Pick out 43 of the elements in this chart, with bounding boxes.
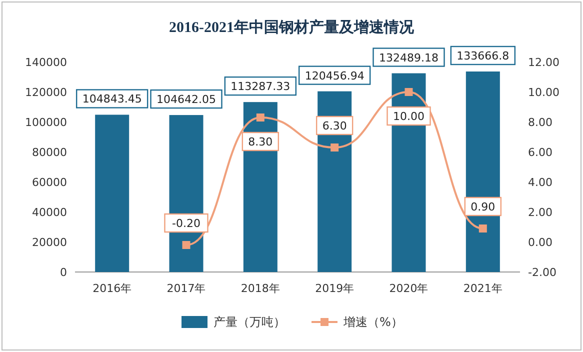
data-label: 0.90	[470, 200, 496, 214]
data-label: 104642.05	[156, 93, 216, 106]
data-label: -0.20	[172, 217, 200, 230]
x-tick-label: 2020年	[389, 282, 428, 295]
y2-tick-label: 8.00	[528, 116, 552, 129]
chart-title: 2016-2021年中国钢材产量及增速情况	[169, 19, 415, 36]
data-label: 10.00	[393, 110, 424, 123]
data-label: 113287.33	[230, 80, 290, 94]
legend-label: 产量（万吨）	[214, 315, 286, 329]
x-tick-label: 2021年	[463, 282, 502, 295]
y-tick-label: 60000	[32, 176, 67, 189]
y-tick-label: 20000	[32, 236, 67, 249]
point	[182, 241, 190, 249]
y-tick-label: 80000	[32, 146, 67, 159]
point	[256, 114, 264, 122]
bar	[466, 72, 500, 272]
y-tick-label: 120000	[25, 86, 67, 99]
x-tick-label: 2016年	[92, 282, 132, 295]
data-label: 133666.8	[456, 50, 510, 62]
y2-tick-label: 2.00	[528, 206, 552, 219]
y2-tick-label: 6.00	[528, 146, 552, 159]
y-tick-label: 100000	[25, 116, 67, 129]
y2-tick-label: 12.00	[528, 56, 560, 69]
y2-tick-label: 0.00	[528, 236, 552, 249]
data-label: 132489.18	[379, 51, 438, 64]
data-label: 8.30	[248, 136, 273, 148]
y-tick-label: 140000	[25, 56, 67, 69]
point	[330, 144, 339, 152]
point	[478, 224, 487, 232]
x-tick-label: 2017年	[166, 282, 206, 295]
y-tick-label: 0	[60, 266, 67, 279]
data-label: 6.30	[322, 120, 347, 132]
y2-tick-label: 4.00	[528, 176, 552, 189]
y2-tick-label: 10.00	[528, 86, 560, 99]
legend-label: 增速（%）	[342, 315, 403, 329]
data-label: 120456.94	[304, 69, 364, 82]
data-label: 104843.45	[82, 92, 142, 106]
y2-tick-label: -2.00	[528, 266, 556, 279]
x-tick-label: 2019年	[315, 282, 354, 295]
y-tick-label: 40000	[32, 206, 67, 219]
point	[404, 88, 413, 96]
x-tick-label: 2018年	[240, 282, 280, 295]
bar	[95, 114, 130, 272]
